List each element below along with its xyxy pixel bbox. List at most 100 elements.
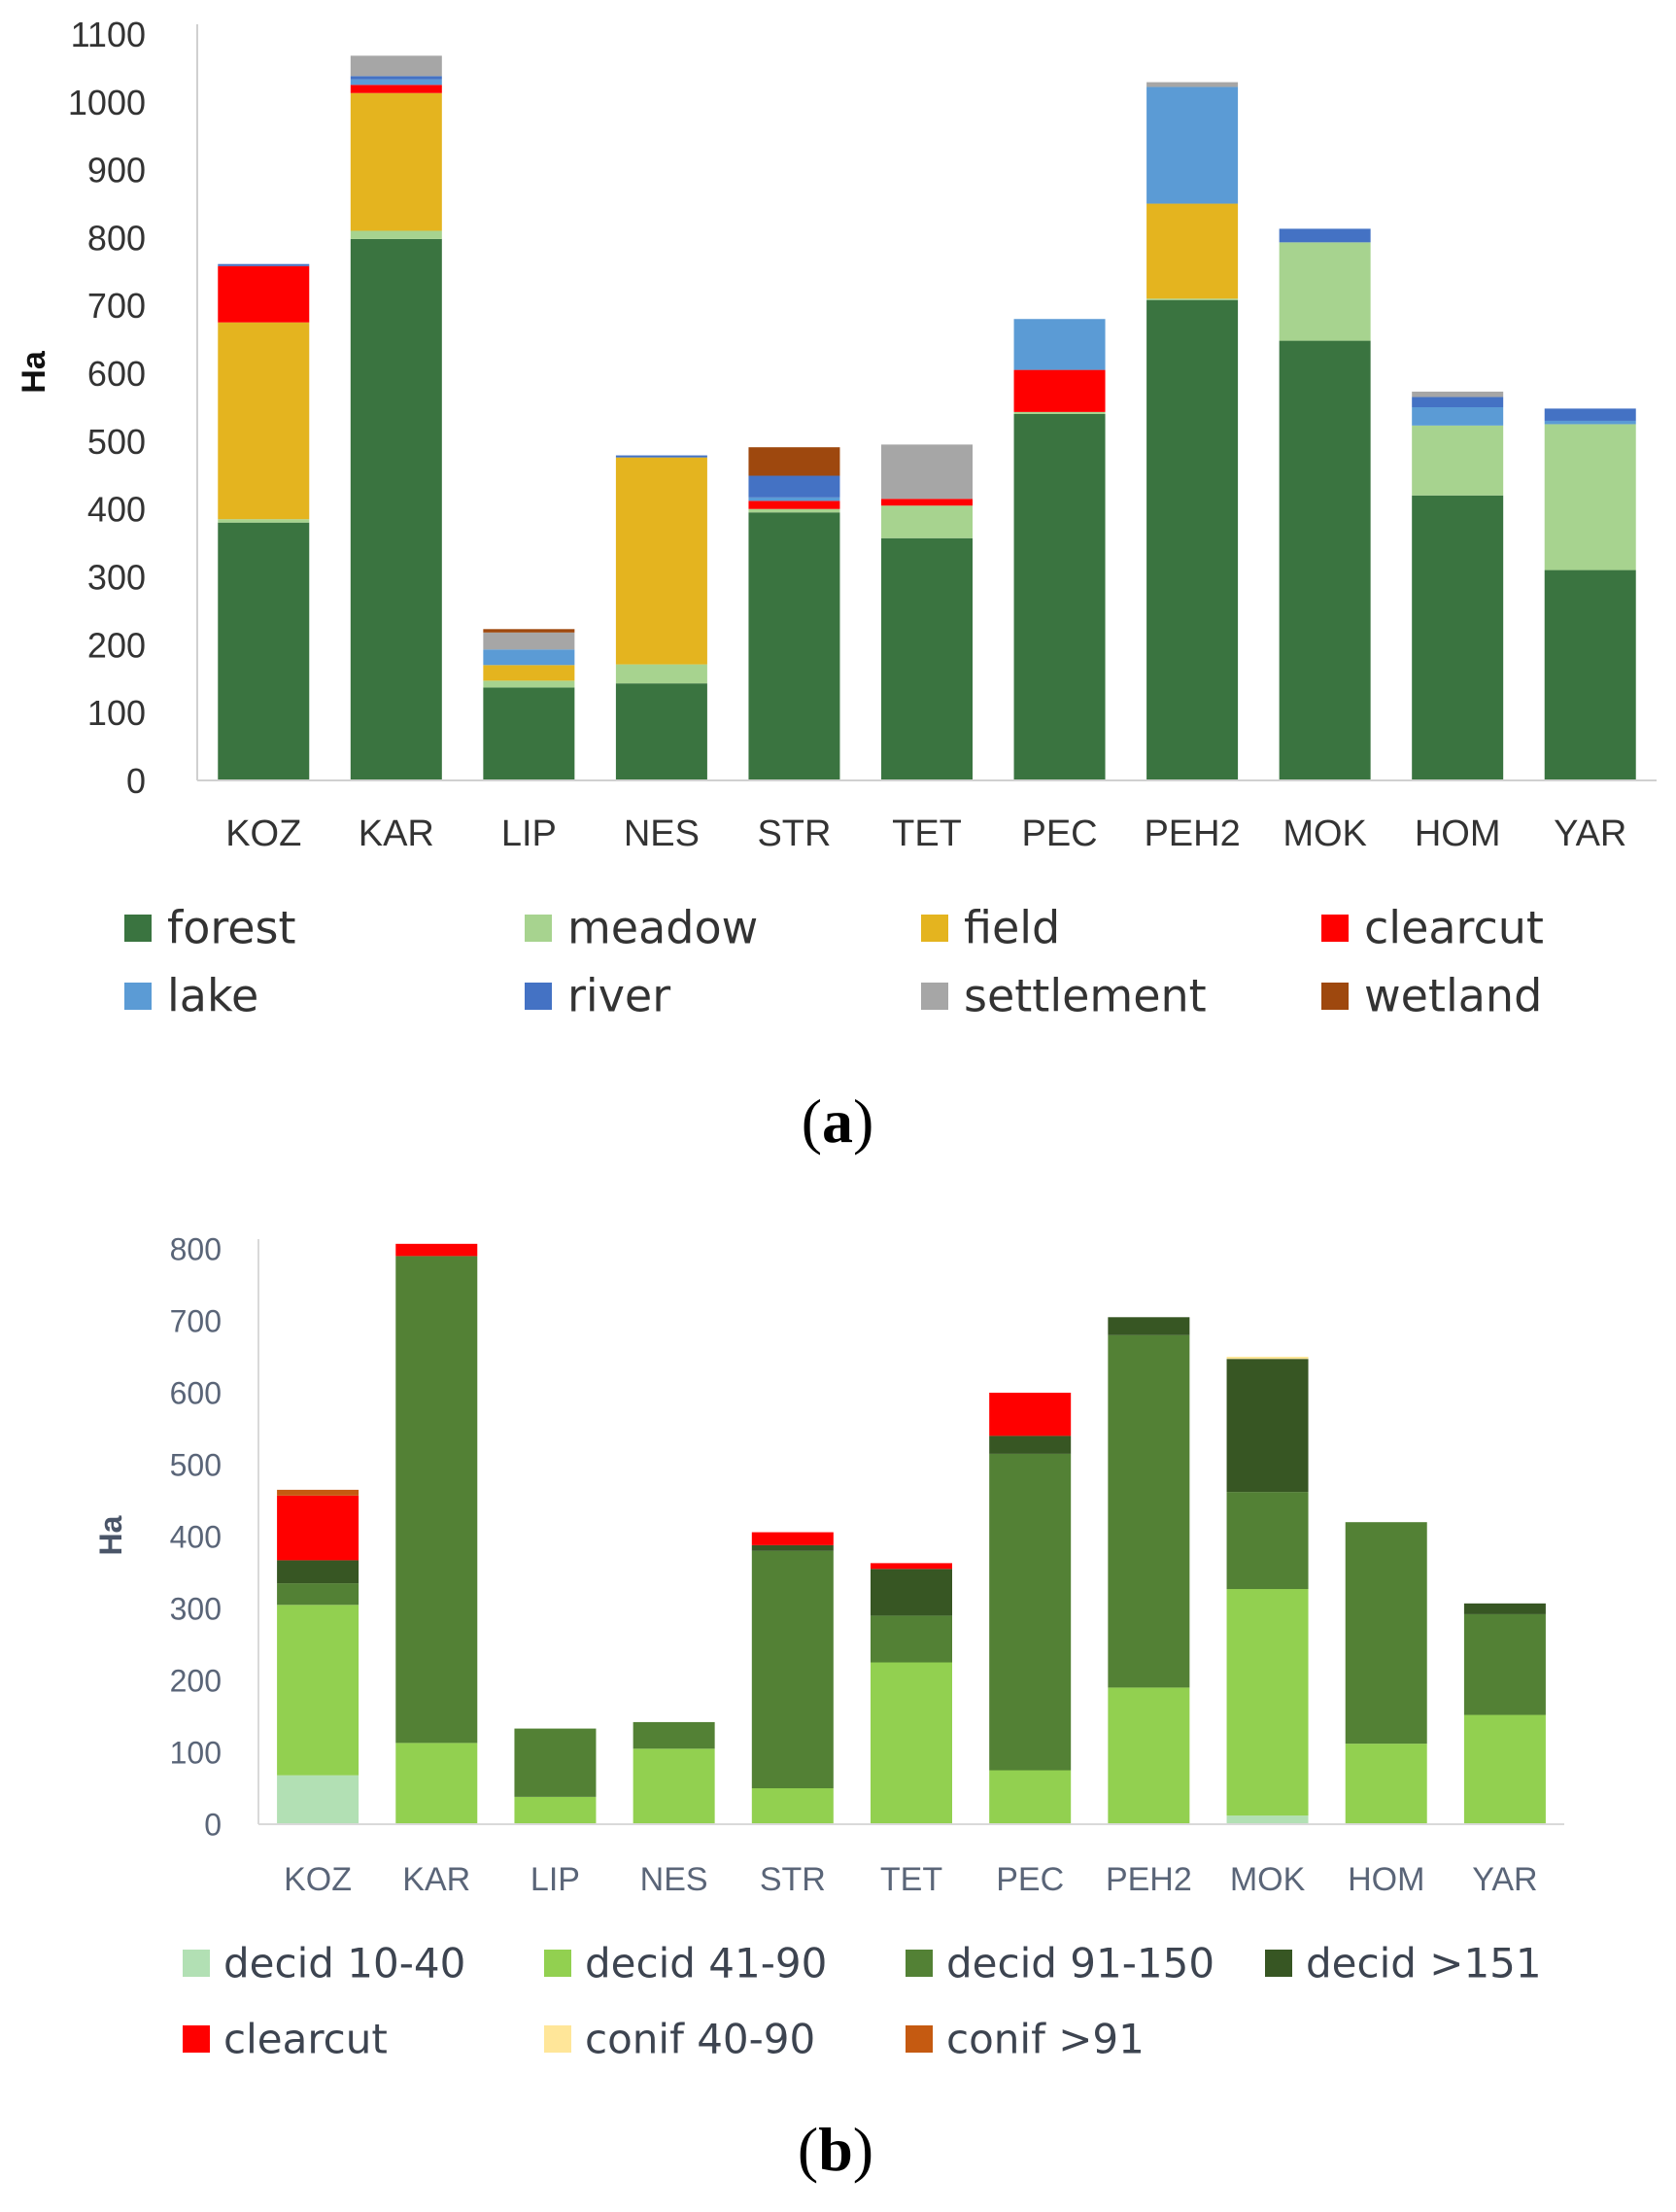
bar-segment-pec-decid-41-90 (989, 1770, 1072, 1824)
bar-segment-kar-lake (350, 79, 442, 86)
bar-segment-koz-meadow (218, 519, 310, 523)
legend-swatch-decid-10-40 (183, 1950, 210, 1977)
legend-swatch-decid-91-150 (906, 1950, 933, 1977)
bar-segment-nes-decid-91-150 (633, 1721, 715, 1749)
bar-segment-kar-field (350, 92, 442, 231)
x-tick-label-koz: KOZ (225, 813, 301, 854)
bar-segment-hom-settlement (1412, 391, 1504, 397)
bar-segment-str-river (748, 475, 840, 498)
bar-segment-koz-river (218, 263, 310, 266)
y-tick-label: 900 (87, 151, 146, 190)
legend-swatch-decid-gt151 (1265, 1950, 1292, 1977)
bar-segment-peh2-lake (1146, 86, 1239, 204)
x-tick-label-yar: YAR (1472, 1861, 1537, 1898)
bar-segment-nes-river (615, 455, 707, 458)
y-tick-label: 700 (170, 1304, 222, 1339)
x-tick-label-mok: MOK (1283, 813, 1367, 854)
bar-segment-hom-decid-41-90 (1345, 1744, 1427, 1824)
bar-segment-koz-decid-gt151 (277, 1560, 359, 1584)
bar-segment-mok-decid-41-90 (1226, 1589, 1309, 1816)
bar-segment-lip-wetland (483, 629, 575, 633)
y-tick-label: 800 (87, 218, 146, 258)
bar-segment-peh2-meadow (1146, 298, 1239, 300)
y-axis-label: Ha (16, 350, 52, 394)
bar-segment-nes-decid-41-90 (633, 1748, 715, 1824)
legend-label-conif-gt91: conif >91 (946, 2015, 1145, 2062)
x-tick-label-nes: NES (640, 1861, 708, 1898)
bar-segment-str-decid-41-90 (751, 1788, 834, 1824)
x-tick-label-hom: HOM (1415, 813, 1501, 854)
y-tick-label: 800 (170, 1232, 222, 1267)
y-tick-label: 100 (170, 1736, 222, 1771)
bar-segment-lip-lake (483, 649, 575, 666)
bar-segment-tet-meadow (881, 505, 973, 538)
x-tick-label-mok: MOK (1230, 1861, 1306, 1898)
bar-segment-peh2-settlement (1146, 82, 1239, 87)
bar-segment-kar-river (350, 76, 442, 80)
y-tick-label: 200 (170, 1664, 222, 1699)
legend-label-clearcut: clearcut (223, 2015, 388, 2062)
legend-label-clearcut: clearcut (1364, 902, 1544, 954)
legend-swatch-river (525, 983, 552, 1010)
legend-swatch-decid-41-90 (544, 1950, 571, 1977)
bar-segment-koz-decid-10-40 (277, 1775, 359, 1824)
bar-segment-kar-clearcut (395, 1243, 478, 1257)
bar-segment-koz-field (218, 322, 310, 520)
bar-segment-yar-meadow (1544, 424, 1636, 570)
bar-segment-peh2-forest (1146, 299, 1239, 780)
legend-label-river: river (567, 970, 670, 1022)
bar-segment-tet-decid-91-150 (871, 1615, 952, 1663)
legend-label-conif-40-90: conif 40-90 (585, 2015, 815, 2062)
bar-segment-mok-river (1279, 228, 1371, 243)
bar-segment-yar-river (1544, 408, 1636, 421)
bar-segment-mok-decid-gt151 (1226, 1359, 1309, 1493)
bar-segment-tet-clearcut (881, 499, 973, 506)
legend-label-decid-10-40: decid 10-40 (223, 1939, 465, 1987)
bar-segment-pec-decid-gt151 (989, 1435, 1072, 1454)
legend-swatch-field (921, 915, 948, 942)
x-tick-label-tet: TET (880, 1861, 942, 1898)
bar-segment-tet-decid-gt151 (871, 1569, 952, 1616)
bar-segment-mok-conif-40-90 (1226, 1357, 1309, 1360)
x-tick-label-peh2: PEH2 (1144, 813, 1240, 854)
y-tick-label: 0 (204, 1808, 222, 1843)
x-tick-label-peh2: PEH2 (1106, 1861, 1192, 1898)
bar-segment-peh2-decid-gt151 (1108, 1317, 1190, 1335)
bar-segment-koz-decid-41-90 (277, 1605, 359, 1776)
bar-segment-nes-field (615, 457, 707, 665)
bar-segment-peh2-field (1146, 203, 1239, 299)
y-axis-label: Ha (93, 1515, 128, 1555)
bar-segment-nes-forest (615, 683, 707, 780)
legend-label-decid-41-90: decid 41-90 (585, 1939, 827, 1987)
legend-label-decid-gt151: decid >151 (1306, 1939, 1542, 1987)
bar-segment-koz-clearcut (277, 1495, 359, 1561)
y-tick-label: 400 (170, 1520, 222, 1555)
bar-segment-pec-decid-91-150 (989, 1453, 1072, 1771)
y-tick-label: 0 (126, 761, 146, 801)
x-tick-label-lip: LIP (530, 1861, 580, 1898)
x-tick-label-lip: LIP (501, 813, 557, 854)
bar-segment-str-wetland (748, 447, 840, 476)
bar-segment-yar-decid-91-150 (1463, 1613, 1546, 1715)
legend-label-settlement: settlement (964, 970, 1207, 1022)
x-tick-label-str: STR (757, 813, 831, 854)
bar-segment-koz-decid-91-150 (277, 1583, 359, 1606)
x-tick-label-kar: KAR (402, 1861, 470, 1898)
bar-segment-peh2-decid-41-90 (1108, 1687, 1190, 1824)
bar-segment-hom-decid-91-150 (1345, 1522, 1427, 1745)
y-tick-label: 300 (87, 558, 146, 598)
bar-segment-pec-forest (1013, 413, 1106, 780)
x-tick-label-pec: PEC (996, 1861, 1064, 1898)
y-tick-label: 700 (87, 286, 146, 326)
chart-panel-b: 0 100 200 300 400 500 600 700 800 Ha KOZ KAR LIP NES S… (93, 1232, 1564, 2184)
chart-panel-a: 0 100 200 300 400 500 600 700 800 900 1000 1100 Ha KO… (16, 15, 1657, 1156)
y-tick-label: 1000 (68, 83, 146, 122)
x-tick-label-pec: PEC (1021, 813, 1097, 854)
bar-segment-str-meadow (748, 508, 840, 513)
y-tick-label: 200 (87, 625, 146, 665)
bar-segment-str-decid-91-150 (751, 1550, 834, 1788)
bar-segment-tet-settlement (881, 444, 973, 500)
panel-letter: a (822, 1087, 853, 1156)
bar-segment-hom-river (1412, 397, 1504, 407)
